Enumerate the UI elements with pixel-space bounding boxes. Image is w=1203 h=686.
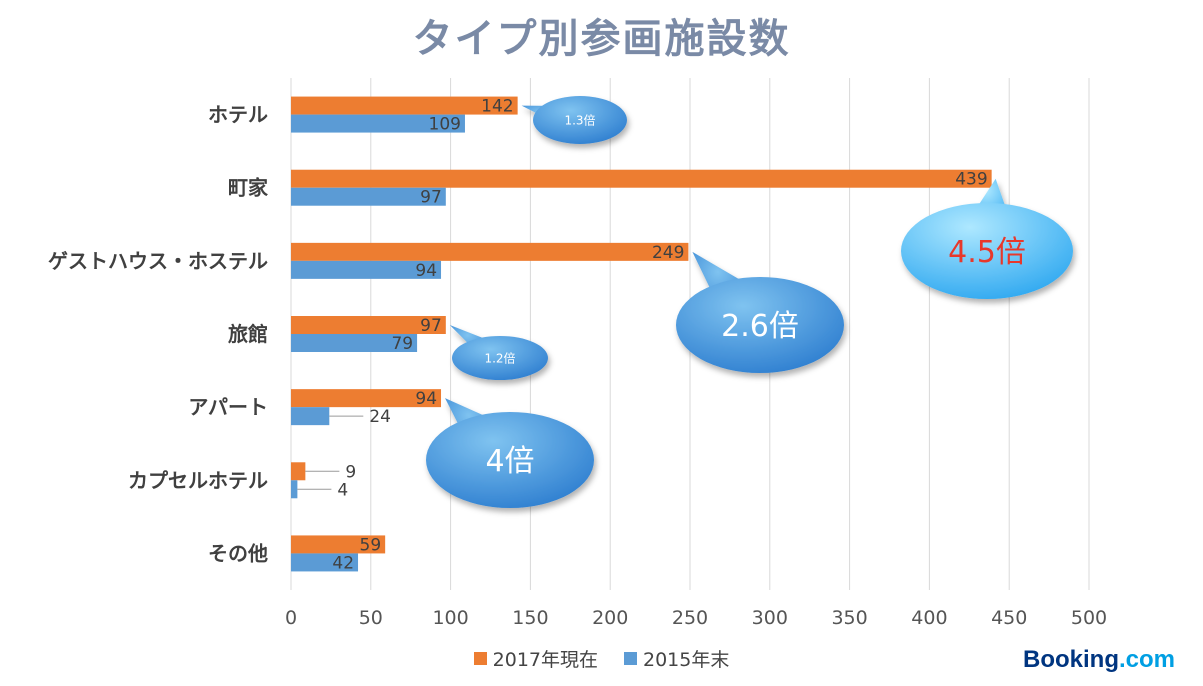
legend-item-2017: 2017年現在: [473, 645, 598, 672]
data-label: 9: [345, 462, 356, 482]
data-label: 439: [955, 170, 987, 190]
x-tick-label: 200: [592, 607, 628, 629]
callout-ellipse: [676, 277, 844, 373]
legend-swatch-2015: [624, 652, 637, 665]
callout-text: 1.2倍: [484, 350, 515, 365]
x-tick-label: 100: [432, 607, 468, 629]
booking-logo: Booking.com: [1023, 646, 1175, 674]
bar: [291, 114, 465, 133]
legend-item-2015: 2015年末: [624, 645, 729, 672]
bar: [291, 316, 446, 334]
bar: [291, 389, 442, 408]
data-label: 24: [369, 407, 391, 427]
bar: [291, 407, 330, 426]
bar: [291, 260, 442, 279]
data-label: 4: [337, 480, 348, 500]
bar: [291, 553, 359, 572]
legend-swatch-2017: [473, 652, 487, 665]
bar: [291, 535, 386, 554]
category-label: ゲストハウス・ホステル: [48, 249, 268, 273]
callout-bubble: [521, 96, 627, 144]
bar: [291, 96, 518, 115]
x-tick-label: 250: [672, 607, 708, 629]
data-label: 94: [415, 389, 437, 409]
x-tick-label: 400: [911, 607, 947, 629]
category-label: 町家: [228, 176, 269, 200]
data-label: 79: [391, 334, 413, 354]
callout-ellipse: [533, 96, 627, 144]
logo-part-com: .com: [1118, 646, 1175, 673]
callout-bubble: [426, 398, 594, 508]
callout-text: 2.6倍: [721, 309, 799, 344]
x-tick-label: 300: [752, 607, 788, 629]
callout-bubble: [449, 325, 548, 380]
bar: [291, 169, 992, 188]
x-tick-label: 0: [285, 607, 297, 629]
x-tick-label: 500: [1071, 607, 1107, 629]
data-label: 249: [652, 243, 684, 263]
data-label: 109: [429, 115, 461, 135]
callout-text: 4.5倍: [948, 235, 1026, 270]
data-label: 97: [420, 316, 442, 336]
callout-text: 1.3倍: [564, 112, 595, 127]
chart-title: タイプ別参画施設数: [412, 15, 791, 62]
bar: [291, 480, 298, 499]
category-label: その他: [208, 541, 268, 565]
callout-bubble: [676, 251, 844, 373]
x-tick-label: 450: [991, 607, 1027, 629]
data-label: 142: [481, 97, 513, 117]
category-label: ホテル: [208, 103, 268, 127]
data-label: 59: [360, 535, 382, 555]
x-tick-label: 350: [831, 607, 867, 629]
callout-ellipse: [426, 412, 594, 508]
callout-ellipse: [901, 203, 1073, 299]
callout-text: 4倍: [485, 444, 534, 479]
callout-ellipse: [452, 336, 548, 380]
x-tick-label: 50: [359, 607, 383, 629]
category-label: カプセルホテル: [128, 468, 268, 492]
data-label: 42: [332, 553, 354, 573]
data-label: 97: [420, 188, 442, 208]
x-tick-label: 150: [512, 607, 548, 629]
legend-label-2015: 2015年末: [643, 649, 730, 671]
category-label: 旅館: [228, 322, 268, 346]
bar: [291, 187, 446, 206]
data-label: 94: [415, 261, 437, 281]
callout-bubble: [901, 178, 1073, 299]
logo-part-booking: Booking: [1022, 646, 1119, 673]
category-label: アパート: [188, 395, 268, 419]
legend-label-2017: 2017年現在: [492, 649, 598, 671]
legend: 2017年現在 2015年末: [0, 645, 1203, 672]
bar: [291, 462, 306, 481]
bar: [291, 334, 418, 352]
bar: [291, 242, 689, 261]
